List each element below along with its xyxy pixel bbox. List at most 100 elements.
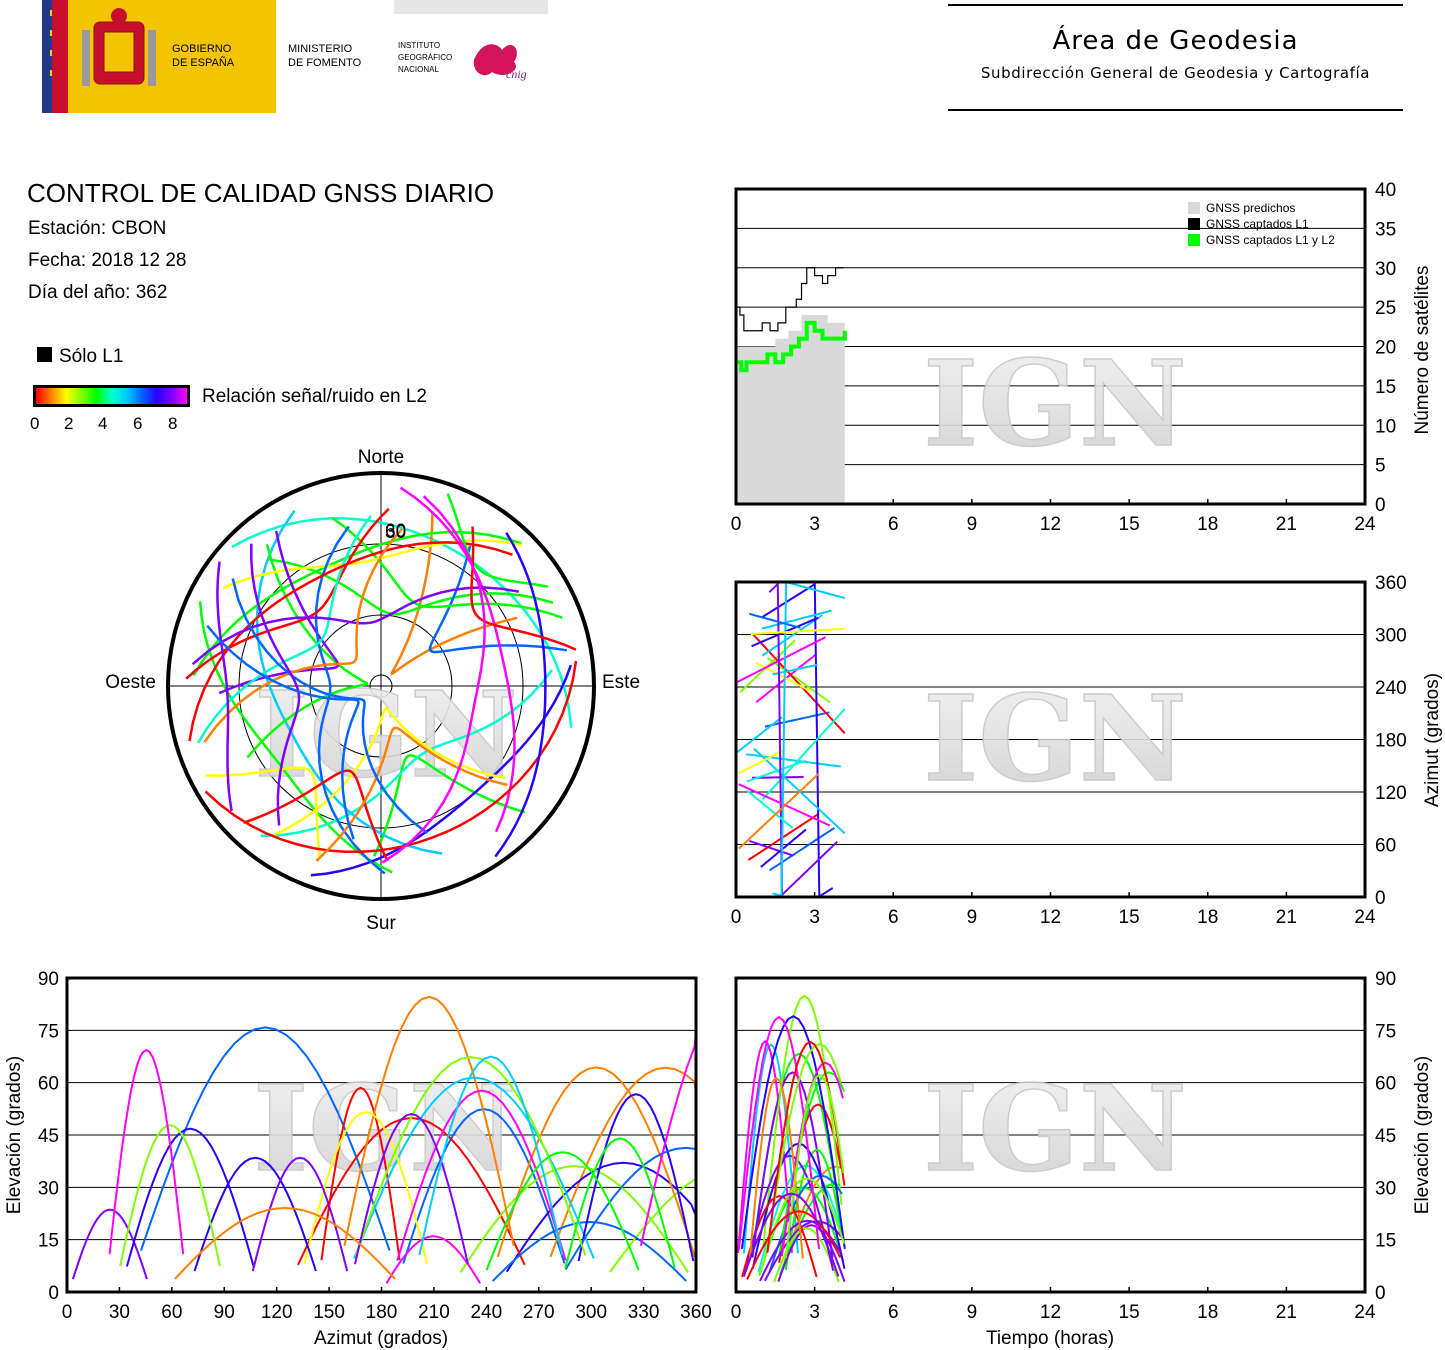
y-axis-label: Número de satélites [1412,266,1433,435]
elevation-track [251,1156,349,1272]
snr-tick: 6 [133,414,143,433]
x-tick-label: 240 [470,1302,502,1323]
elevation-time-track [779,1182,841,1276]
elevation-track [343,995,515,1247]
elevation-track [303,1111,429,1265]
ring-label-60: 60 [385,521,406,542]
y-tick-label: 10 [1375,416,1396,437]
azimuth-track [761,614,823,657]
gobierno-text-1: GOBIERNO [172,43,232,55]
y-tick-label: 15 [1375,377,1396,398]
y-tick-label: 15 [1375,1231,1396,1252]
satellite-track [243,769,389,862]
elevation-time-track [763,1220,844,1282]
legend-swatch [1188,202,1200,214]
y-tick-label: 120 [1375,783,1407,804]
elevation-time-track [742,1192,840,1277]
satellite-track [205,766,322,857]
satellite-track [494,532,547,858]
x-tick-label: 0 [731,907,742,928]
y-tick-label: 45 [38,1126,59,1147]
satellite-track [310,664,573,877]
elevation-track [396,1089,567,1261]
snr-label: Relación señal/ruido en L2 [202,386,427,407]
plot-frame [734,976,1367,1294]
x-tick-label: 90 [214,1302,235,1323]
elevation-track [354,1056,587,1256]
elevation-track [354,1112,469,1265]
x-tick-label: 21 [1276,514,1297,535]
x-tick-label: 21 [1276,907,1297,928]
east-label: Este [602,672,640,693]
azimuth-time-chart: 0 60 120 180 240 300 360 0 3 6 9 12 15 18 21 24 IGN Azimu… [731,573,1443,928]
x-tick-label: 120 [261,1302,293,1323]
elevation-time-track [773,1227,840,1283]
legend-label: GNSS captados L1 y L2 [1206,233,1335,247]
satellite-track [315,726,508,862]
series-line [736,320,847,373]
elevation-time-track [765,1042,842,1254]
satellite-track [216,561,233,812]
x-tick-label: 24 [1354,907,1376,928]
y-tick-label: 0 [1375,888,1386,909]
plot-frame [65,976,698,1294]
snr-tick: 2 [64,414,74,433]
satellite-track [204,660,578,854]
y-tick-label: 0 [1375,1283,1386,1304]
x-tick-label: 60 [161,1302,182,1323]
satellite-track [446,493,549,588]
snr-tick: 4 [98,414,108,433]
y-tick-label: 5 [1375,456,1386,477]
x-tick-label: 9 [967,907,978,928]
x-tick-label: 24 [1354,1302,1376,1323]
elevation-track [639,996,697,1247]
l1-only-label: Sólo L1 [59,346,124,367]
x-tick-label: 6 [888,514,899,535]
satellite-track [390,511,518,676]
x-axis-label: Azimut (grados) [314,1328,448,1349]
y-tick-label: 240 [1375,678,1407,699]
satellite-track [246,543,369,759]
y-tick-label: 0 [48,1283,59,1304]
elevation-track [193,1156,317,1272]
ministerio-text-1: MINISTERIO [288,43,353,55]
report-title: CONTROL DE CALIDAD GNSS DIARIO [27,178,495,208]
x-tick-label: 18 [1197,514,1218,535]
elevation-azimuth-chart: 0 15 30 45 60 75 90 0 30 60 90 120 150 180 210 240 270 30… [4,969,712,1349]
elevation-track [564,1137,676,1269]
x-tick-label: 180 [366,1302,398,1323]
azimuth-track [737,749,785,775]
elevation-time-track [777,1224,846,1282]
west-label: Oeste [105,672,156,693]
satellite-track [188,541,513,742]
plot-frame [734,580,1367,899]
elevation-track [485,1151,640,1271]
satellite-track [197,515,372,744]
azimuth-track [752,775,804,779]
satellite-track [191,586,520,666]
government-logo: GOBIERNO DE ESPAÑA MINISTERIO DE FOMENTO… [42,0,548,113]
coat-of-arms-icon [82,8,156,86]
elevation-time-track [745,1154,835,1271]
elevation-track [119,1124,221,1267]
elevation-time-track [784,1073,845,1259]
x-tick-label: 3 [809,514,820,535]
y-tick-label: 360 [1375,573,1407,594]
azimuth-track [761,708,846,801]
azimuth-track [772,663,818,676]
azimuth-track [772,580,846,898]
x-tick-label: 360 [680,1302,712,1323]
series-line [736,267,844,332]
azimuth-track [746,759,807,783]
elevation-track [418,1055,564,1256]
ministerio-text-2: DE FOMENTO [288,57,362,69]
y-tick-label: 75 [1375,1021,1396,1042]
header-logos: GOBIERNO DE ESPAÑA MINISTERIO DE FOMENTO… [42,0,548,113]
x-tick-label: 12 [1040,907,1061,928]
snr-tick: 8 [168,414,178,433]
instituto-text-1: INSTITUTO [398,41,440,50]
predicted-area [736,315,845,504]
y-tick-label: 60 [38,1074,59,1095]
